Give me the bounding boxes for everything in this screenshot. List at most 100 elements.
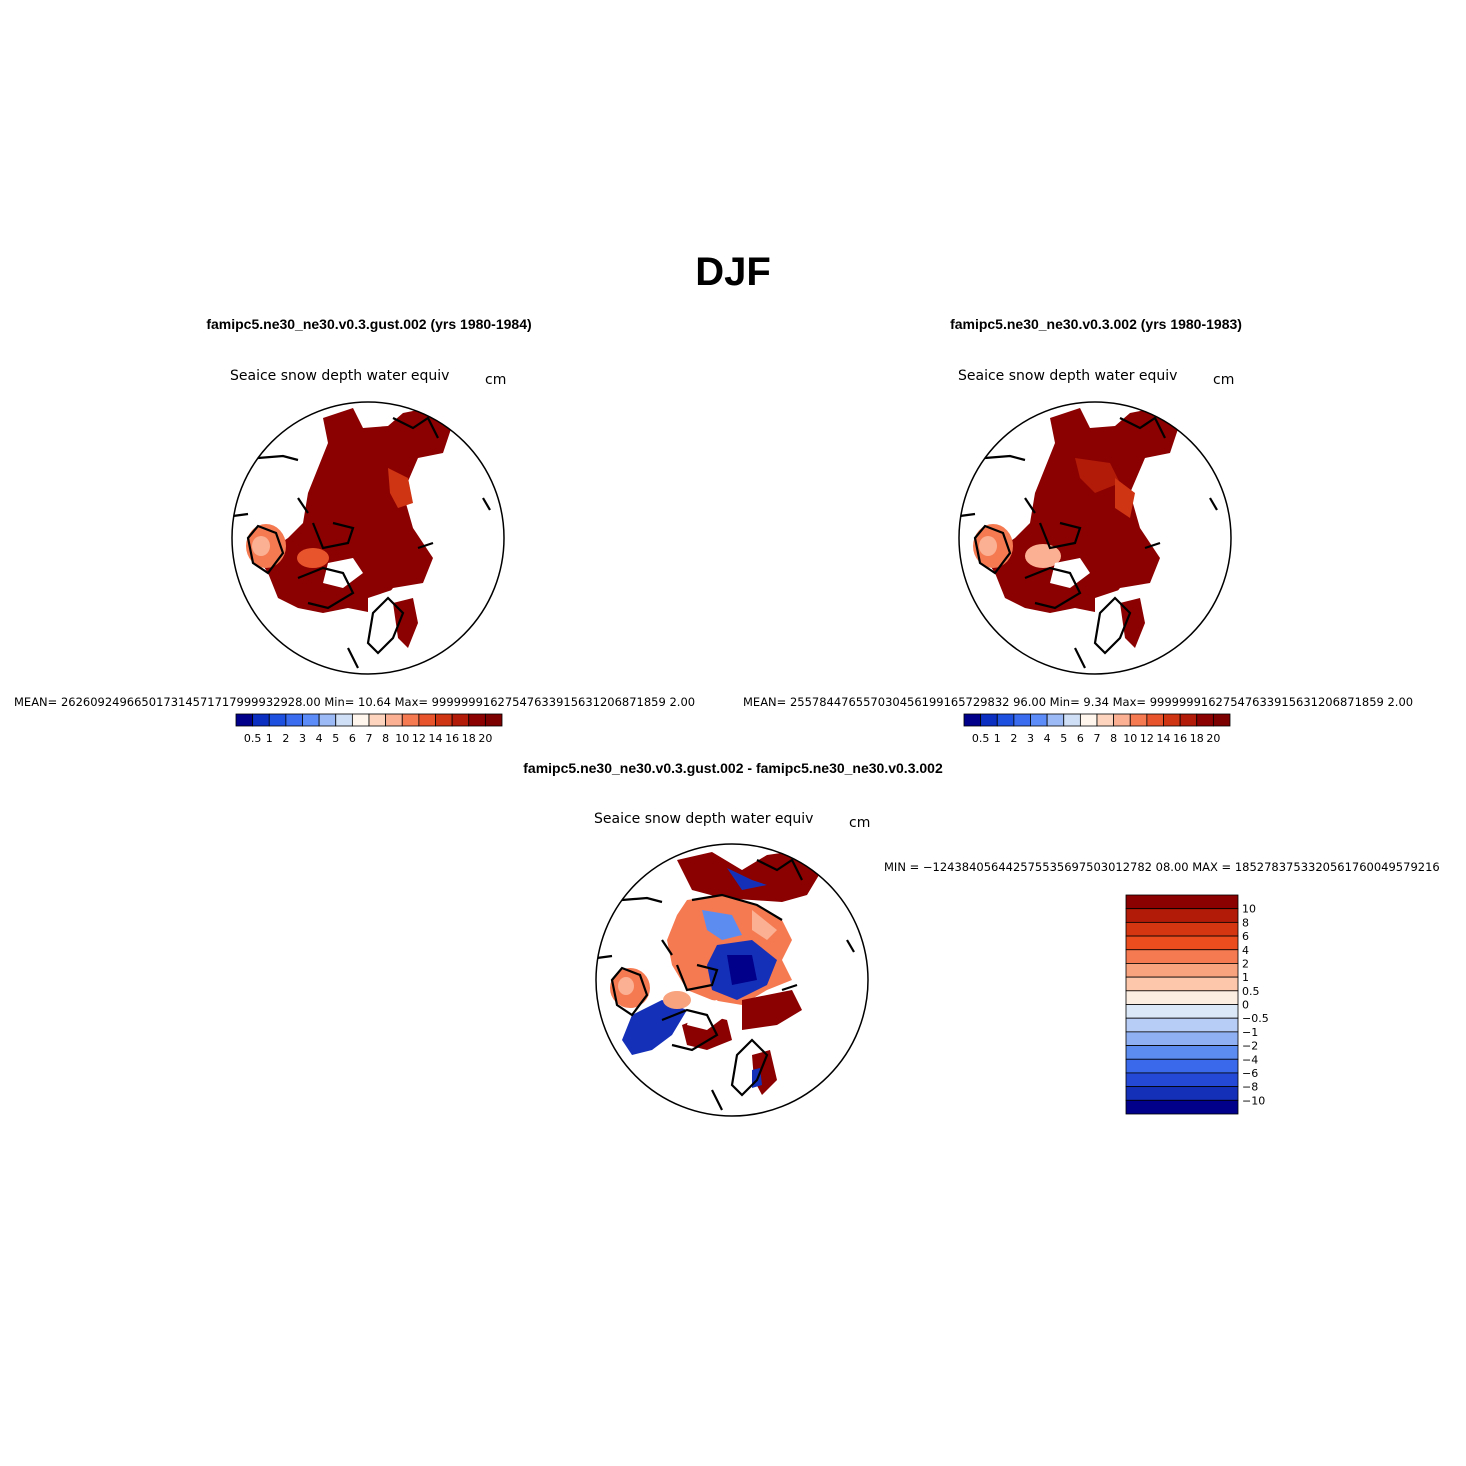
panel-1-colorbar-label-3: 3: [299, 732, 306, 745]
panel-1-colorbar-swatch-14: [468, 713, 486, 727]
panel-2-colorbar-label-6: 6: [1077, 732, 1084, 745]
panel-3-units: cm: [849, 815, 871, 831]
panel-3-colorbar: 10 8 6 4 2 1 0.5 0 −0.5 −1 −2 −4 −6 −8 −10: [1124, 893, 1284, 1118]
panel-1-colorbar-label-12: 16: [445, 732, 459, 745]
panel-2-colorbar: 0.5 1 2 3 4 5 6 7 8 10 12 14 16 18 20: [962, 712, 1232, 746]
panel-3-colorbar-label-11: −4: [1242, 1053, 1258, 1066]
panel-1-colorbar-label-8: 8: [382, 732, 389, 745]
panel-3-title: famipc5.ne30_ne30.v0.3.gust.002 - famipc…: [523, 760, 943, 776]
panel-1-colorbar-swatch-3: [285, 713, 303, 727]
panel-1-variable: Seaice snow depth water equiv: [230, 368, 450, 384]
panel-1-colorbar-label-0: 0.5: [244, 732, 262, 745]
panel-1-colorbar-swatch-5: [318, 713, 337, 727]
panel-1-map: [228, 398, 508, 678]
panel-2-colorbar-label-5: 5: [1060, 732, 1067, 745]
panel-1-colorbar-swatch-7: [351, 713, 370, 727]
panel-2-colorbar-swatch-10: [1129, 713, 1148, 727]
panel-2-colorbar-swatch-9: [1113, 713, 1131, 727]
panel-3-colorbar-swatch-10: [1125, 1031, 1239, 1046]
panel-3-colorbar-swatch-15: [1125, 1099, 1239, 1115]
panel-2-colorbar-label-2: 2: [1010, 732, 1017, 745]
panel-1-colorbar-label-7: 7: [366, 732, 373, 745]
panel-3-colorbar-swatch-11: [1125, 1045, 1239, 1060]
panel-3-stats: MIN = −124384056442575535697503012782 08…: [884, 860, 1440, 874]
panel-3-colorbar-swatch-0: [1125, 894, 1239, 910]
panel-3-variable: Seaice snow depth water equiv: [594, 811, 814, 827]
panel-2-colorbar-swatch-1: [980, 713, 998, 727]
panel-3-colorbar-swatch-5: [1125, 963, 1239, 978]
panel-3-colorbar-swatch-3: [1125, 935, 1239, 951]
panel-1-colorbar-label-4: 4: [316, 732, 323, 745]
panel-3-colorbar-label-9: −1: [1242, 1026, 1258, 1039]
panel-1-title: famipc5.ne30_ne30.v0.3.gust.002 (yrs 198…: [206, 316, 532, 332]
panel-3-colorbar-swatch-9: [1125, 1017, 1239, 1033]
panel-3-colorbar-label-3: 4: [1242, 944, 1249, 957]
panel-1-colorbar-swatch-0: [235, 713, 254, 727]
panel-2-colorbar-label-4: 4: [1044, 732, 1051, 745]
panel-2-colorbar-swatch-4: [1030, 713, 1048, 727]
panel-3-colorbar-label-14: −10: [1242, 1094, 1265, 1107]
panel-3-colorbar-label-4: 2: [1242, 957, 1249, 970]
panel-2-colorbar-label-10: 12: [1140, 732, 1154, 745]
panel-2-colorbar-swatch-8: [1096, 713, 1115, 727]
panel-2-colorbar-swatch-0: [963, 713, 982, 727]
panel-1-colorbar-swatch-8: [368, 713, 387, 727]
panel-1-colorbar-swatch-11: [418, 713, 436, 727]
panel-1-colorbar-label-13: 18: [462, 732, 476, 745]
panel-1-colorbar-label-2: 2: [282, 732, 289, 745]
panel-2-colorbar-swatch-6: [1063, 713, 1081, 727]
panel-3-colorbar-label-12: −6: [1242, 1067, 1258, 1080]
panel-2-colorbar-label-14: 20: [1206, 732, 1220, 745]
panel-2-colorbar-swatch-7: [1079, 713, 1098, 727]
panel-1-colorbar-swatch-12: [435, 713, 453, 727]
panel-3-colorbar-label-10: −2: [1242, 1040, 1258, 1053]
panel-1-colorbar-label-1: 1: [266, 732, 273, 745]
panel-3-colorbar-swatch-13: [1125, 1072, 1239, 1088]
panel-2-stats: MEAN= 255784476557030456199165729832 96.…: [743, 695, 1414, 709]
panel-2-colorbar-swatch-2: [996, 713, 1015, 727]
panel-2-map: [955, 398, 1235, 678]
panel-3-colorbar-label-13: −8: [1242, 1081, 1258, 1094]
panel-2-colorbar-label-11: 14: [1157, 732, 1171, 745]
panel-2-colorbar-label-7: 7: [1094, 732, 1101, 745]
panel-3-map: [592, 840, 872, 1120]
panel-2-colorbar-swatch-11: [1146, 713, 1164, 727]
panel-3-colorbar-swatch-14: [1125, 1086, 1239, 1101]
panel-1-colorbar-label-14: 20: [478, 732, 492, 745]
panel-2-colorbar-swatch-5: [1046, 713, 1065, 727]
panel-2-colorbar-swatch-14: [1196, 713, 1214, 727]
panel-2-colorbar-label-9: 10: [1123, 732, 1137, 745]
main-title: DJF: [695, 250, 771, 294]
panel-3-colorbar-label-8: −0.5: [1242, 1012, 1269, 1025]
panel-3-colorbar-label-5: 1: [1242, 971, 1249, 984]
panel-1-units: cm: [485, 372, 507, 388]
panel-2-units: cm: [1213, 372, 1235, 388]
panel-1-colorbar-label-11: 14: [429, 732, 443, 745]
panel-1-colorbar: 0.5 1 2 3 4 5 6 7 8 10 12 14 16 18 20: [234, 712, 504, 746]
panel-2-colorbar-label-13: 18: [1190, 732, 1204, 745]
panel-2-colorbar-swatch-12: [1163, 713, 1181, 727]
panel-2-colorbar-label-12: 16: [1173, 732, 1187, 745]
panel-3-colorbar-label-2: 6: [1242, 930, 1249, 943]
panel-1-colorbar-swatch-2: [268, 713, 287, 727]
panel-3-colorbar-swatch-2: [1125, 921, 1239, 937]
panel-2-colorbar-label-0: 0.5: [972, 732, 990, 745]
panel-1-colorbar-label-6: 6: [349, 732, 356, 745]
panel-3-colorbar-label-1: 8: [1242, 916, 1249, 929]
panel-2-colorbar-label-3: 3: [1027, 732, 1034, 745]
panel-1-colorbar-label-9: 10: [395, 732, 409, 745]
panel-1-colorbar-swatch-13: [451, 713, 470, 727]
panel-3-colorbar-label-0: 10: [1242, 903, 1256, 916]
panel-1-stats: MEAN= 262609249665017314571717999932928.…: [14, 695, 696, 709]
panel-3-colorbar-swatch-6: [1125, 976, 1239, 992]
panel-2-colorbar-label-8: 8: [1110, 732, 1117, 745]
panel-1-colorbar-swatch-1: [252, 713, 270, 727]
panel-1-colorbar-swatch-4: [302, 713, 320, 727]
panel-1-colorbar-label-10: 12: [412, 732, 426, 745]
panel-3-colorbar-swatch-1: [1125, 908, 1239, 923]
panel-3-colorbar-swatch-8: [1125, 1004, 1239, 1019]
panel-2-colorbar-swatch-3: [1013, 713, 1031, 727]
panel-1-colorbar-label-5: 5: [332, 732, 339, 745]
panel-1-colorbar-swatch-9: [385, 713, 403, 727]
panel-2-colorbar-swatch-13: [1179, 713, 1198, 727]
